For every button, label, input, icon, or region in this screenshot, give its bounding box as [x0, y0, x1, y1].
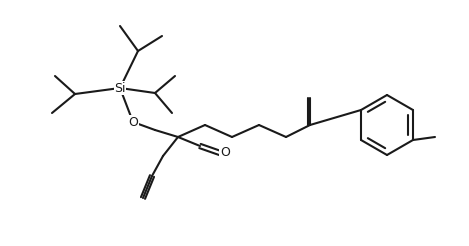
Text: Si: Si — [114, 81, 126, 94]
Text: O: O — [128, 116, 138, 128]
Text: O: O — [220, 147, 230, 159]
